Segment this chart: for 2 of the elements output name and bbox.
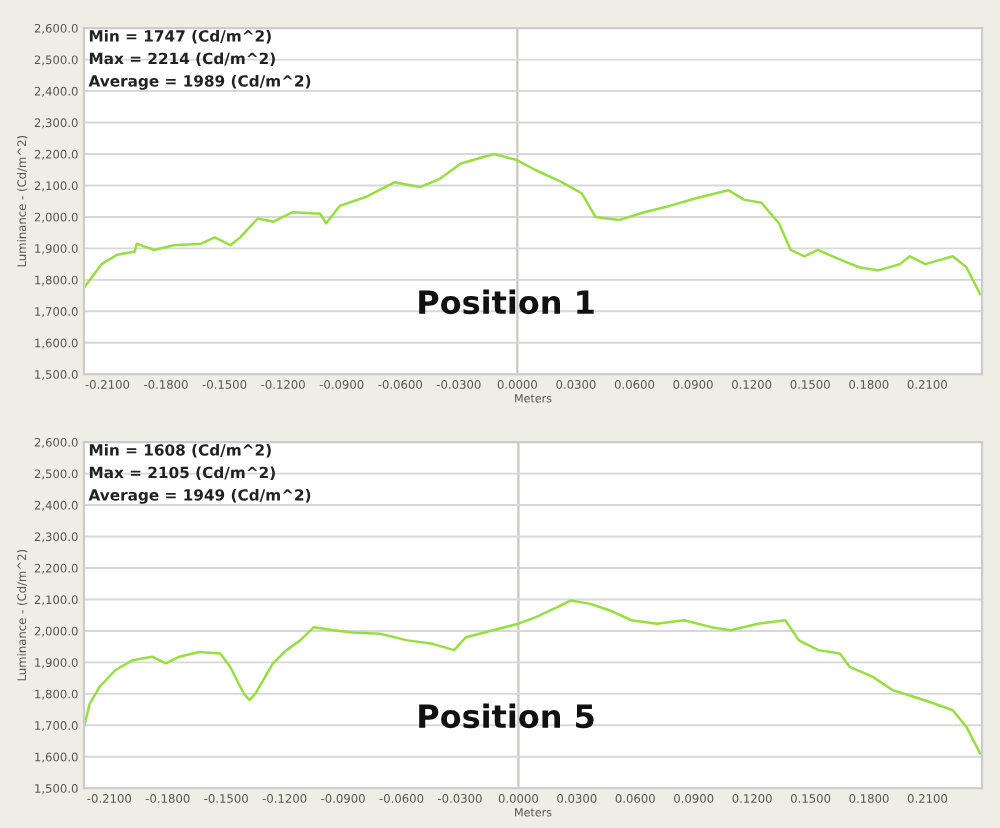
annotation: Position 1 (419, 289, 594, 315)
annotation: Position 5 (419, 703, 594, 729)
